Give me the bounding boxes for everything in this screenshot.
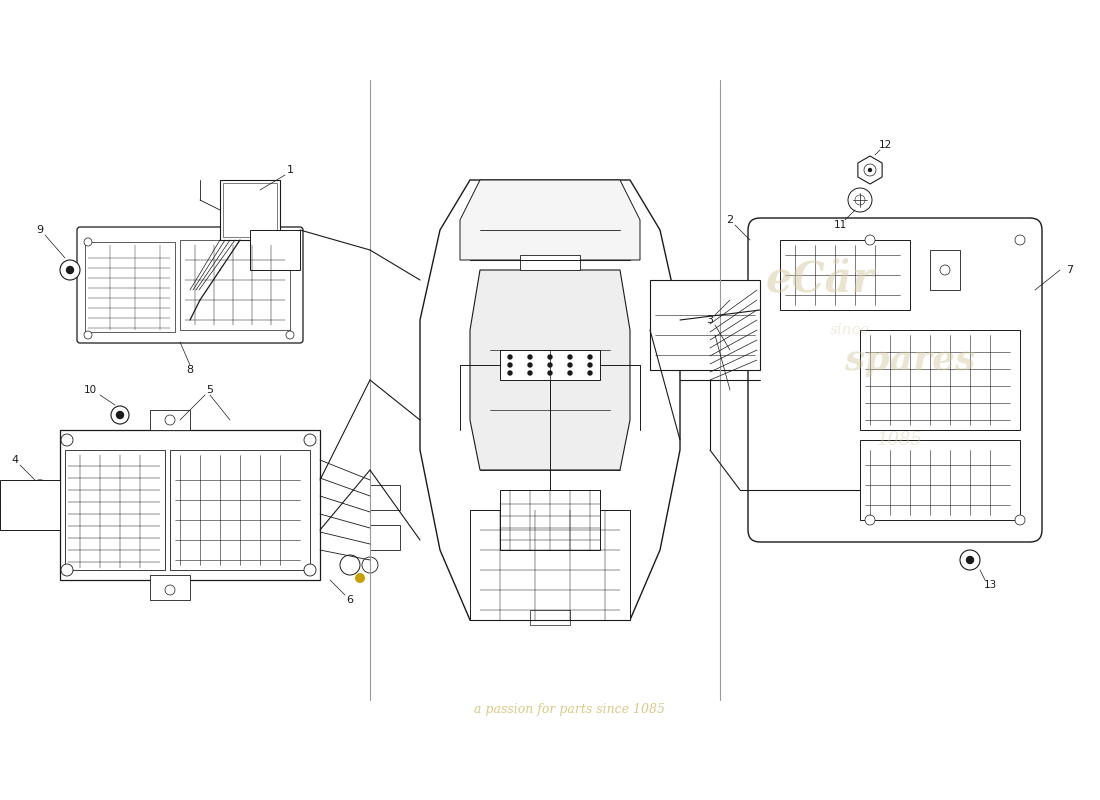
Bar: [223, 183, 277, 237]
Text: eCär: eCär: [766, 259, 874, 301]
Circle shape: [865, 235, 874, 245]
Text: a passion for parts since 1085: a passion for parts since 1085: [474, 703, 666, 717]
Bar: [85, 242, 175, 332]
Circle shape: [84, 238, 92, 246]
Circle shape: [864, 164, 876, 176]
Circle shape: [568, 371, 572, 375]
Text: 11: 11: [834, 220, 847, 230]
Bar: [180, 240, 290, 330]
Circle shape: [60, 564, 73, 576]
Text: 1: 1: [286, 165, 294, 175]
Circle shape: [30, 480, 50, 500]
PathPatch shape: [858, 156, 882, 184]
Text: 5: 5: [207, 385, 213, 395]
Bar: [860, 330, 1020, 430]
Text: 6: 6: [346, 595, 353, 605]
Circle shape: [1015, 515, 1025, 525]
Bar: [150, 575, 190, 600]
Bar: [520, 255, 580, 270]
Circle shape: [1015, 235, 1025, 245]
Bar: [650, 280, 760, 370]
Text: 13: 13: [983, 580, 997, 590]
Circle shape: [117, 411, 123, 418]
Text: 9: 9: [36, 225, 44, 235]
Text: 3: 3: [706, 315, 714, 325]
Circle shape: [967, 557, 974, 563]
Circle shape: [940, 265, 950, 275]
Circle shape: [588, 371, 592, 375]
Text: 4: 4: [11, 455, 19, 465]
Circle shape: [66, 266, 74, 274]
Circle shape: [855, 195, 865, 205]
FancyBboxPatch shape: [748, 218, 1042, 542]
Bar: [220, 180, 280, 240]
PathPatch shape: [460, 180, 640, 260]
Circle shape: [165, 585, 175, 595]
Text: 10: 10: [84, 385, 97, 395]
Circle shape: [84, 331, 92, 339]
Text: 12: 12: [879, 140, 892, 150]
Circle shape: [362, 557, 378, 573]
Bar: [0, 480, 60, 530]
Circle shape: [60, 434, 73, 446]
Circle shape: [508, 355, 512, 359]
Circle shape: [111, 406, 129, 424]
Circle shape: [528, 371, 532, 375]
PathPatch shape: [420, 180, 680, 620]
Circle shape: [304, 434, 316, 446]
Circle shape: [548, 355, 552, 359]
Circle shape: [304, 564, 316, 576]
Circle shape: [165, 415, 175, 425]
Bar: [370, 525, 400, 550]
PathPatch shape: [470, 270, 630, 470]
Circle shape: [508, 371, 512, 375]
Circle shape: [528, 355, 532, 359]
Text: 2: 2: [726, 215, 734, 225]
Bar: [500, 490, 600, 550]
Circle shape: [508, 363, 512, 367]
Circle shape: [286, 238, 294, 246]
Text: 1085: 1085: [877, 431, 923, 449]
Circle shape: [848, 188, 872, 212]
Circle shape: [568, 363, 572, 367]
Circle shape: [355, 573, 365, 583]
Circle shape: [960, 550, 980, 570]
Bar: [170, 450, 310, 570]
Text: since: since: [829, 323, 870, 337]
Bar: [860, 440, 1020, 520]
Bar: [500, 350, 600, 380]
Circle shape: [60, 260, 80, 280]
Bar: [530, 610, 570, 625]
Text: 8: 8: [186, 365, 194, 375]
Circle shape: [340, 555, 360, 575]
Text: 7: 7: [1066, 265, 1074, 275]
FancyBboxPatch shape: [77, 227, 303, 343]
Bar: [250, 230, 300, 270]
Circle shape: [568, 355, 572, 359]
Bar: [60, 430, 320, 580]
Bar: [65, 450, 165, 570]
Circle shape: [588, 355, 592, 359]
Bar: [150, 410, 190, 430]
Circle shape: [548, 363, 552, 367]
Circle shape: [869, 169, 871, 171]
Circle shape: [36, 486, 44, 494]
Circle shape: [865, 515, 874, 525]
Bar: [780, 240, 910, 310]
Bar: [470, 510, 630, 620]
Circle shape: [528, 363, 532, 367]
Bar: [930, 250, 960, 290]
Circle shape: [588, 363, 592, 367]
Text: spares: spares: [845, 343, 976, 377]
Circle shape: [548, 371, 552, 375]
Circle shape: [286, 331, 294, 339]
Bar: [370, 485, 400, 510]
